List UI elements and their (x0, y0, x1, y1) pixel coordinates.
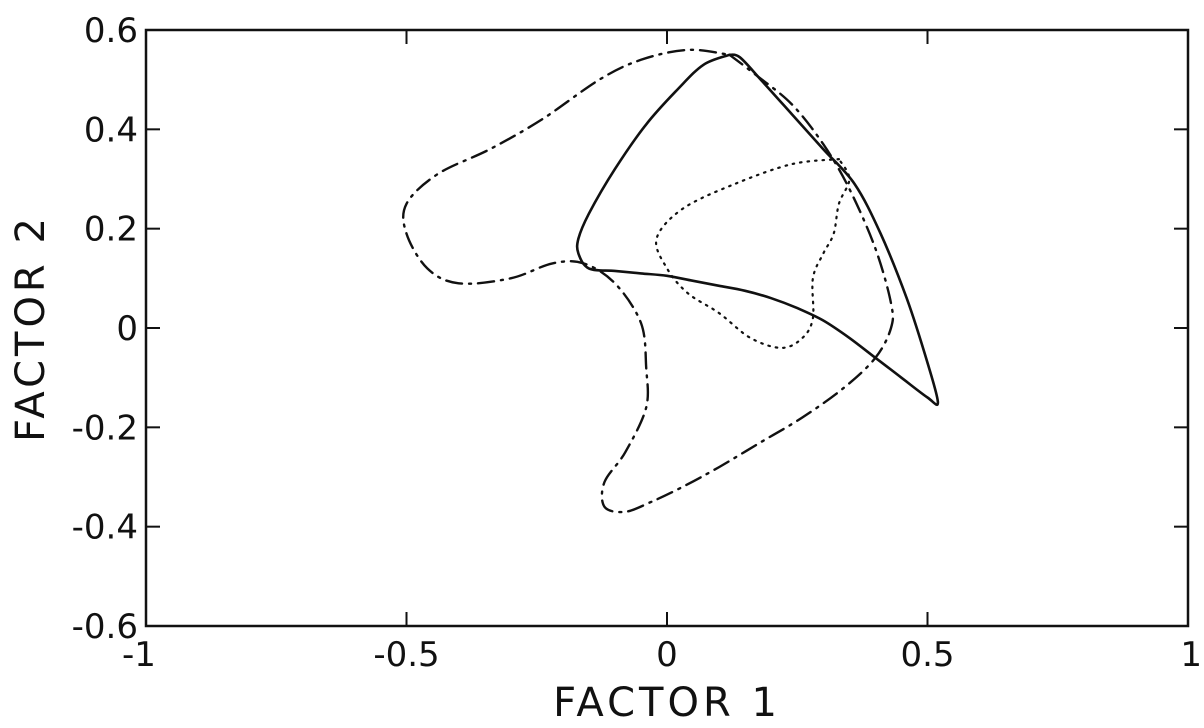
y-tick-labels: -0.6 -0.4 -0.2 0 0.2 0.4 0.6 (72, 11, 138, 647)
y-tick-label: 0.4 (84, 110, 138, 150)
y-tick-label: 0.6 (84, 11, 138, 51)
y-tick-label: -0.6 (72, 607, 138, 647)
series-line-dashed (402, 48, 895, 514)
x-tick-label: -0.5 (373, 635, 439, 675)
y-axis-label: FACTOR 2 (8, 214, 54, 442)
x-tick-labels: -1 -0.5 0 0.5 1 (122, 635, 1202, 675)
y-ticks (146, 29, 1188, 627)
series-line-solid (575, 53, 940, 407)
x-ticks (145, 30, 1189, 626)
x-tick-label: 0 (656, 635, 678, 675)
series-layer (402, 48, 940, 514)
x-tick-label: 1 (1180, 635, 1202, 675)
y-tick-label: 0 (116, 309, 138, 349)
x-axis-label: FACTOR 1 (553, 680, 781, 726)
plot-frame (144, 28, 1190, 628)
x-tick-label: 0.5 (900, 635, 954, 675)
y-tick-label: -0.4 (72, 508, 138, 548)
x-tick-label: -1 (122, 635, 156, 675)
y-tick-label: -0.2 (72, 408, 138, 448)
y-tick-label: 0.2 (84, 210, 138, 250)
series-line-dotted (654, 158, 851, 349)
